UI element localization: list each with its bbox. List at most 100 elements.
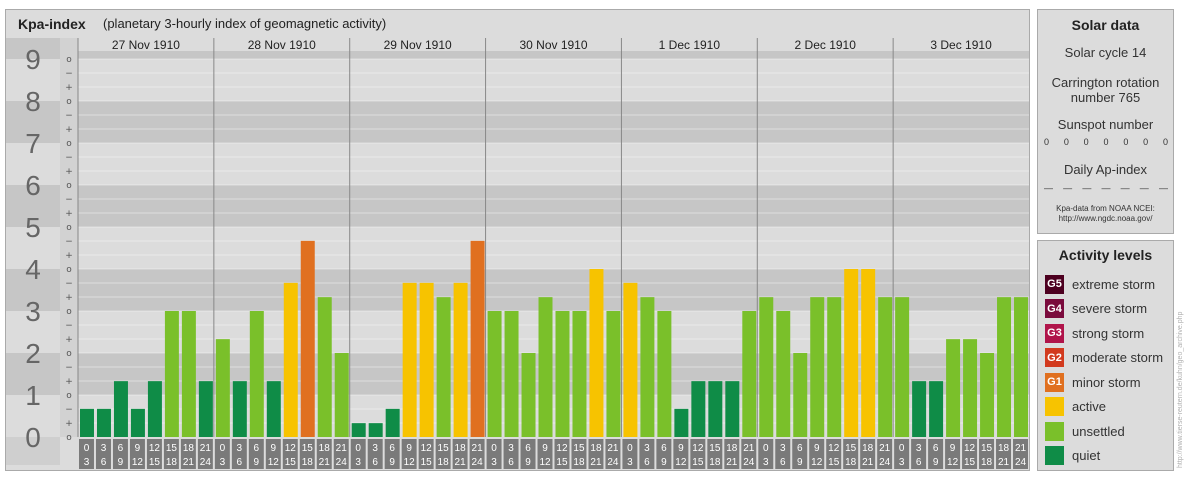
y-band [78, 185, 1029, 227]
ap-index-label: Daily Ap-index [1063, 162, 1148, 177]
kp-bar [96, 408, 111, 437]
interval-start-label: 6 [797, 443, 803, 454]
kp-bar [317, 297, 332, 437]
interval-start-label: 0 [220, 443, 226, 454]
interval-start-label: 3 [916, 443, 922, 454]
interval-end-label: 15 [556, 457, 568, 468]
day-label: 29 Nov 1910 [384, 38, 452, 52]
interval-start-label: 18 [862, 443, 874, 454]
interval-end-label: 6 [916, 457, 922, 468]
sunspot-value: 0 [1123, 137, 1129, 147]
legend-swatch: G2 [1045, 348, 1064, 367]
interval-end-label: 18 [166, 457, 178, 468]
day-label: 30 Nov 1910 [519, 38, 587, 52]
interval-box [588, 439, 604, 469]
interval-box [316, 439, 332, 469]
legend-item: G2 moderate storm [1045, 348, 1163, 368]
minor-tick-label: + [65, 251, 73, 261]
kp-bar [538, 297, 553, 437]
interval-start-label: 12 [421, 443, 433, 454]
interval-start-label: 21 [743, 443, 755, 454]
kp-bar [266, 381, 281, 437]
interval-start-label: 12 [692, 443, 704, 454]
y-tick-label: 0 [25, 422, 41, 453]
kp-bar [912, 381, 927, 437]
legend-label: unsettled [1072, 423, 1125, 439]
legend-swatch [1045, 446, 1064, 465]
interval-box [724, 439, 740, 469]
kp-bar [283, 282, 298, 437]
interval-end-label: 15 [828, 457, 840, 468]
interval-box [741, 439, 757, 469]
interval-box [350, 439, 366, 469]
kp-bar [725, 381, 740, 437]
y-band-label [6, 38, 60, 59]
sunspot-value: 0 [1083, 137, 1089, 147]
minor-tick-label: − [65, 279, 73, 289]
kp-bar [419, 282, 434, 437]
legend-swatch: G1 [1045, 372, 1064, 392]
legend-item: quiet [1045, 446, 1100, 466]
kp-bar [878, 297, 893, 437]
interval-start-label: 6 [525, 443, 531, 454]
minor-tick-label: − [65, 321, 73, 331]
interval-end-label: 18 [438, 457, 450, 468]
minor-tick-column [60, 38, 78, 437]
kp-bar [963, 339, 978, 437]
kp-bar [436, 297, 451, 437]
minor-tick-label: o [66, 139, 72, 149]
interval-box [248, 439, 264, 469]
interval-start-label: 21 [607, 443, 619, 454]
kp-bar [385, 408, 400, 437]
interval-end-label: 9 [933, 457, 939, 468]
kp-bar [555, 311, 570, 437]
interval-start-label: 21 [879, 443, 891, 454]
legend-item: unsettled [1045, 421, 1125, 441]
source-url: http://www.ngdc.noaa.gov/ [1058, 214, 1153, 223]
minor-tick-label: o [66, 55, 72, 65]
ap-index-value: — [1082, 183, 1092, 193]
interval-start-label: 9 [406, 443, 412, 454]
chart-subtitle: (planetary 3-hourly index of geomagnetic… [103, 16, 387, 31]
kp-bar [810, 297, 825, 437]
legend-label: extreme storm [1072, 276, 1156, 292]
interval-box [928, 439, 944, 469]
interval-start-label: 18 [319, 443, 331, 454]
interval-box [945, 439, 961, 469]
interval-end-label: 15 [149, 457, 161, 468]
interval-end-label: 21 [319, 457, 331, 468]
kp-bar [453, 282, 468, 437]
minor-tick-label: − [65, 153, 73, 163]
legend-label: moderate storm [1072, 350, 1164, 365]
interval-start-label: 0 [763, 443, 769, 454]
kp-bar [929, 381, 944, 437]
y-tick-label: 8 [25, 86, 41, 117]
interval-end-label: 24 [879, 457, 891, 468]
interval-box [418, 439, 434, 469]
legend-item: G3 strong storm [1045, 323, 1144, 343]
interval-end-label: 9 [525, 457, 531, 468]
interval-box [962, 439, 978, 469]
kp-bar [827, 297, 842, 437]
interval-box [1013, 439, 1028, 469]
minor-tick-label: − [65, 111, 73, 121]
y-tick-label: 4 [25, 254, 41, 285]
kp-bar [895, 297, 910, 437]
legend-swatch: G5 [1045, 274, 1064, 294]
minor-tick-label: − [65, 405, 73, 415]
interval-end-label: 21 [862, 457, 874, 468]
legend-item: active [1045, 397, 1106, 417]
kp-bar [640, 297, 655, 437]
sunspot-value: 0 [1063, 137, 1069, 147]
interval-start-label: 3 [101, 443, 107, 454]
interval-start-label: 15 [709, 443, 721, 454]
minor-tick-label: o [66, 349, 72, 359]
interval-box [707, 439, 723, 469]
interval-end-label: 12 [268, 457, 280, 468]
interval-end-label: 9 [254, 457, 260, 468]
interval-end-label: 3 [763, 457, 769, 468]
interval-end-label: 3 [220, 457, 226, 468]
interval-start-label: 18 [726, 443, 738, 454]
ap-index-value: — [1044, 183, 1053, 193]
interval-start-label: 12 [556, 443, 568, 454]
